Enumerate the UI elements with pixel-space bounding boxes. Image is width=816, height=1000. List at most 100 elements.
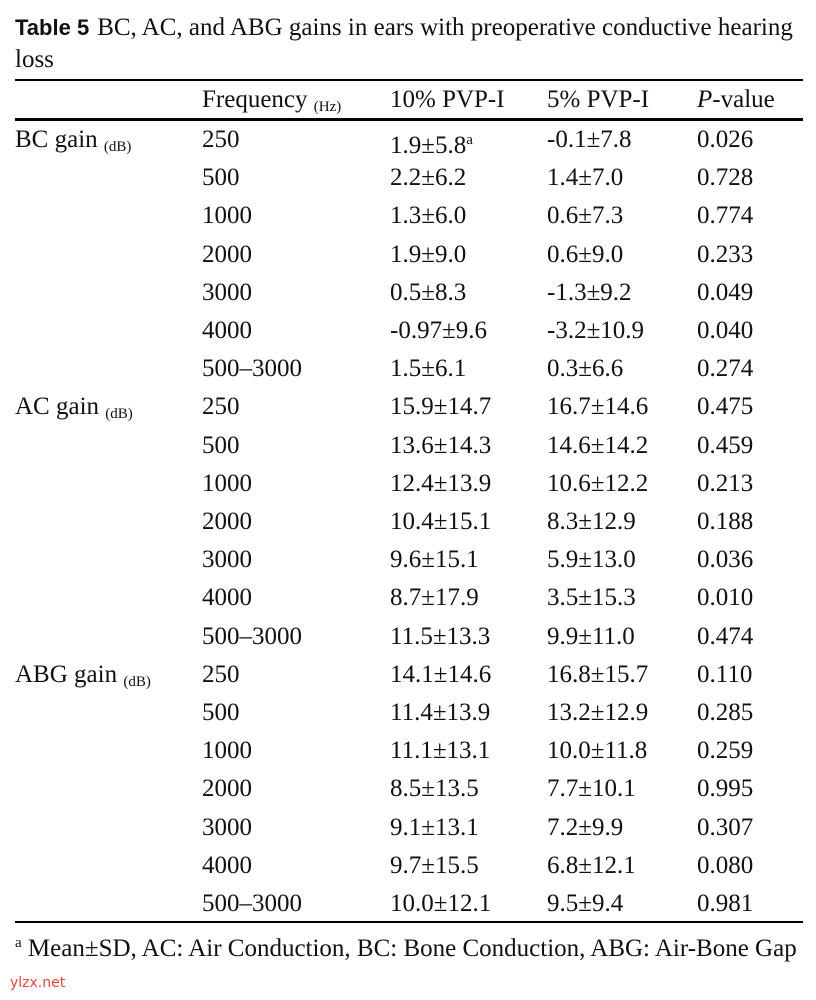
cell: -1.3±9.2	[547, 278, 632, 306]
cell: 2000	[202, 240, 252, 268]
cell: 0.213	[697, 469, 754, 497]
cell: 13.6±14.3	[390, 431, 492, 459]
cell: 11.4±13.9	[390, 699, 491, 726]
cell: 9.9±11.0	[547, 622, 635, 650]
cell: 0.981	[697, 890, 754, 917]
cell: 250	[202, 126, 240, 153]
cell: 4000	[202, 317, 252, 344]
cell: 10.4±15.1	[390, 508, 492, 535]
cell: 0.475	[697, 393, 754, 421]
group-unit: (dB)	[103, 139, 132, 155]
cell: 14.6±14.2	[547, 431, 649, 459]
header-text: Frequency	[202, 86, 308, 113]
bottom-rule	[15, 921, 803, 923]
header-frequency: Frequency (Hz)	[202, 85, 341, 122]
caption-label: Table 5	[15, 15, 90, 40]
cell: 0.110	[697, 660, 753, 688]
cell: 0.274	[697, 355, 754, 383]
cell: 2.2±6.2	[390, 164, 467, 192]
cell: 6.8±12.1	[547, 851, 636, 879]
cell: 9.1±13.1	[390, 813, 479, 841]
cell: 0.040	[697, 317, 754, 344]
group-label-text: ABG gain	[15, 660, 118, 688]
cell: 7.7±10.1	[547, 775, 636, 803]
group-label: AC gain (dB)	[15, 392, 133, 429]
cell: 0.049	[697, 278, 754, 306]
cell: 0.3±6.6	[547, 355, 624, 383]
cell: 3000	[202, 546, 252, 574]
cell: 11.5±13.3	[390, 622, 491, 650]
cell: 1.5±6.1	[390, 355, 467, 383]
cell: 15.9±14.7	[390, 393, 492, 421]
cell: 2000	[202, 508, 252, 535]
header-col2: 5% PVP-I	[547, 86, 650, 113]
cell: 10.0±11.8	[547, 737, 648, 765]
footnote: a Mean±SD, AC: Air Conduction, BC: Bone …	[15, 926, 805, 966]
cell: 0.036	[697, 546, 754, 574]
footnote-mark: a	[15, 935, 22, 951]
header-p-italic: P	[697, 86, 713, 113]
cell: 1000	[202, 737, 252, 765]
cell: 500–3000	[202, 890, 302, 917]
cell: 9.6±15.1	[390, 546, 479, 574]
cell: 0.6±9.0	[547, 240, 624, 268]
cell: -0.1±7.8	[547, 126, 632, 153]
cell: 10.0±12.1	[390, 890, 492, 917]
cell: 5.9±13.0	[547, 546, 636, 574]
group-label: ABG gain (dB)	[15, 660, 151, 697]
cell: 9.7±15.5	[390, 851, 479, 879]
header-rule	[15, 118, 803, 121]
cell: 1.3±6.0	[390, 202, 467, 230]
cell: 0.774	[697, 202, 754, 230]
group-unit: (dB)	[123, 673, 151, 690]
cell: 500–3000	[202, 355, 302, 383]
watermark: ylzx.net	[10, 975, 66, 991]
cell: 13.2±12.9	[547, 699, 649, 726]
cell: 1.9±5.8a	[390, 132, 473, 159]
cell: 7.2±9.9	[547, 813, 624, 841]
cell: 0.459	[697, 431, 754, 459]
cell: 0.307	[697, 813, 754, 841]
cell: 8.7±17.9	[390, 584, 479, 612]
cell: 11.1±13.1	[390, 737, 491, 765]
cell: 1000	[202, 202, 252, 230]
cell: 9.5±9.4	[547, 890, 624, 917]
cell: 0.233	[697, 240, 754, 268]
cell: 4000	[202, 584, 252, 612]
group-label: BC gain (dB)	[15, 125, 131, 162]
cell: 250	[202, 660, 240, 688]
group-unit: (dB)	[105, 406, 133, 423]
header-p-rest: -value	[712, 86, 775, 113]
cell: 16.8±15.7	[547, 660, 649, 688]
header-col1: 10% PVP-I	[390, 86, 505, 113]
group-label-text: BC gain	[15, 126, 98, 153]
caption-text: BC, AC, and ABG gains in ears with preop…	[15, 14, 793, 73]
top-rule	[15, 79, 803, 81]
cell: -0.97±9.6	[390, 317, 488, 344]
cell: 0.5±8.3	[390, 278, 467, 306]
cell: 0.474	[697, 622, 754, 650]
cell: 0.285	[697, 699, 754, 726]
cell: 14.1±14.6	[390, 660, 492, 688]
header-unit: (Hz)	[313, 99, 342, 115]
cell: 500–3000	[202, 622, 302, 650]
cell: 8.5±13.5	[390, 775, 479, 803]
group-label-text: AC gain	[15, 393, 100, 421]
cell: 1000	[202, 469, 252, 497]
cell: 0.6±7.3	[547, 202, 624, 230]
cell: 0.728	[697, 164, 754, 192]
cell: 4000	[202, 851, 252, 879]
cell: 3.5±15.3	[547, 584, 636, 612]
cell: 0.188	[697, 508, 754, 535]
cell: 0.026	[697, 126, 754, 153]
cell: 0.259	[697, 737, 754, 765]
cell: 12.4±13.9	[390, 469, 492, 497]
cell: 0.010	[697, 584, 754, 612]
footnote-ref: a	[466, 132, 473, 148]
header-p: P-value	[697, 85, 775, 115]
cell: 250	[202, 393, 240, 421]
caption: Table 5 BC, AC, and ABG gains in ears wit…	[15, 12, 805, 76]
cell: -3.2±10.9	[547, 317, 645, 344]
cell: 16.7±14.6	[547, 393, 649, 421]
